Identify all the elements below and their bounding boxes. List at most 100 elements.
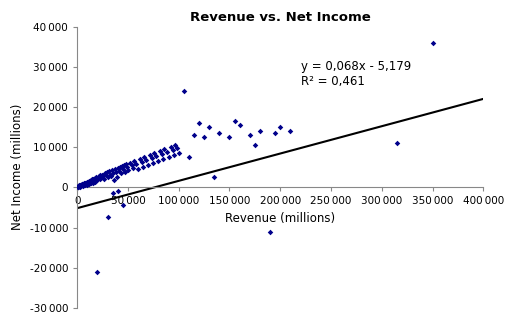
Point — [123, 165, 131, 170]
Point — [144, 163, 152, 168]
Point — [92, 174, 100, 179]
Point — [126, 161, 134, 166]
Point — [266, 229, 274, 234]
Point — [90, 178, 98, 184]
Point — [80, 182, 89, 187]
Point — [81, 180, 89, 185]
Point — [78, 182, 87, 188]
Point — [256, 128, 264, 134]
Point — [86, 179, 94, 184]
Point — [102, 170, 111, 175]
Point — [77, 183, 85, 188]
Point — [82, 180, 90, 186]
Point — [393, 141, 401, 146]
Point — [91, 175, 99, 180]
Point — [148, 156, 157, 161]
X-axis label: Revenue (millions): Revenue (millions) — [225, 212, 335, 225]
Point — [85, 178, 93, 184]
Point — [195, 121, 203, 126]
Point — [120, 163, 128, 168]
Point — [276, 124, 284, 130]
Point — [77, 182, 85, 187]
Point — [101, 173, 110, 178]
Point — [75, 183, 83, 188]
Point — [134, 167, 142, 172]
Point — [74, 184, 82, 189]
Point — [93, 176, 101, 181]
Y-axis label: Net Income (millions): Net Income (millions) — [11, 104, 24, 230]
Point — [97, 172, 106, 177]
Point — [117, 171, 125, 176]
Point — [190, 133, 198, 138]
Point — [90, 177, 98, 183]
Point — [149, 161, 158, 166]
Point — [159, 157, 167, 162]
Point — [175, 150, 183, 156]
Point — [180, 88, 188, 94]
Point — [89, 180, 97, 185]
Point — [169, 153, 178, 158]
Point — [154, 159, 163, 164]
Point — [168, 148, 177, 153]
Point — [93, 269, 101, 274]
Point — [109, 191, 117, 196]
Point — [142, 157, 150, 162]
Point — [158, 152, 166, 157]
Point — [164, 155, 173, 160]
Point — [116, 165, 124, 170]
Point — [78, 181, 87, 186]
Point — [121, 170, 129, 175]
Point — [81, 182, 90, 188]
Point — [100, 171, 109, 176]
Point — [162, 150, 170, 155]
Point — [210, 175, 218, 180]
Point — [76, 183, 84, 188]
Point — [89, 176, 97, 181]
Point — [76, 182, 84, 188]
Point — [146, 153, 154, 158]
Point — [83, 182, 92, 187]
Point — [79, 182, 88, 187]
Point — [82, 181, 91, 186]
Point — [74, 184, 82, 189]
Point — [80, 181, 88, 186]
Point — [87, 177, 95, 183]
Point — [230, 119, 238, 124]
Point — [94, 174, 102, 179]
Point — [130, 159, 138, 164]
Point — [96, 175, 105, 180]
Point — [110, 177, 118, 183]
Point — [84, 179, 92, 184]
Point — [112, 170, 120, 175]
Point — [124, 168, 132, 173]
Point — [93, 177, 101, 183]
Point — [173, 145, 181, 150]
Point — [286, 128, 295, 134]
Point — [104, 215, 112, 220]
Point — [74, 184, 82, 189]
Point — [76, 184, 84, 189]
Point — [226, 135, 234, 140]
Point — [200, 135, 208, 140]
Point — [166, 145, 175, 150]
Point — [87, 180, 95, 185]
Point — [251, 143, 259, 148]
Point — [75, 184, 83, 189]
Point — [139, 165, 147, 170]
Point — [83, 179, 91, 185]
Point — [96, 173, 104, 178]
Point — [109, 171, 117, 176]
Point — [205, 124, 213, 130]
Point — [150, 150, 159, 156]
Point — [91, 179, 99, 184]
Point — [271, 131, 279, 136]
Point — [428, 40, 437, 45]
Point — [140, 155, 148, 160]
Point — [119, 203, 127, 208]
Point — [138, 160, 146, 165]
Point — [246, 133, 254, 138]
Point — [170, 143, 179, 148]
Point — [75, 183, 83, 188]
Point — [152, 153, 161, 159]
Point — [115, 169, 123, 174]
